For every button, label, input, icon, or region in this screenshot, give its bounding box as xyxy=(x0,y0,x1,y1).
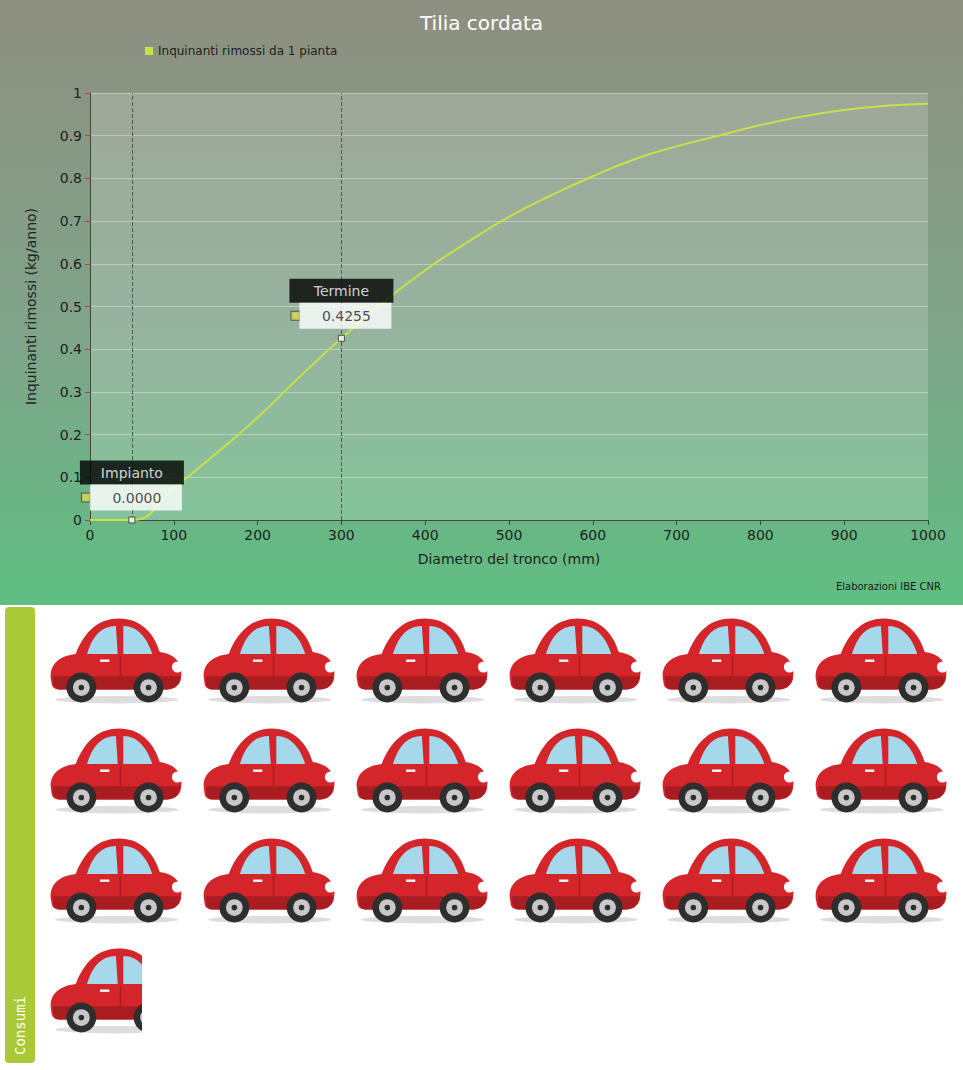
svg-text:0.4255: 0.4255 xyxy=(322,308,371,324)
svg-text:0.8: 0.8 xyxy=(60,170,82,186)
svg-text:Inquinanti rimossi (kg/anno): Inquinanti rimossi (kg/anno) xyxy=(23,208,39,405)
svg-text:0.0000: 0.0000 xyxy=(112,490,161,506)
svg-text:Consumi: Consumi xyxy=(12,996,28,1055)
svg-text:Diametro del tronco (mm): Diametro del tronco (mm) xyxy=(418,551,601,567)
svg-text:Elaborazioni IBE CNR: Elaborazioni IBE CNR xyxy=(836,581,941,592)
svg-text:400: 400 xyxy=(412,527,439,543)
svg-text:500: 500 xyxy=(496,527,523,543)
svg-text:1000: 1000 xyxy=(910,527,946,543)
svg-text:Tilia cordata: Tilia cordata xyxy=(419,11,543,35)
svg-text:900: 900 xyxy=(831,527,858,543)
svg-text:600: 600 xyxy=(579,527,606,543)
svg-text:Termine: Termine xyxy=(313,283,369,299)
svg-text:100: 100 xyxy=(160,527,187,543)
svg-text:0.4: 0.4 xyxy=(60,341,82,357)
svg-text:200: 200 xyxy=(244,527,271,543)
svg-text:0: 0 xyxy=(73,512,82,528)
svg-text:0.1: 0.1 xyxy=(60,469,82,485)
svg-text:1: 1 xyxy=(73,85,82,101)
svg-text:700: 700 xyxy=(663,527,690,543)
svg-text:0.3: 0.3 xyxy=(60,384,82,400)
svg-text:0.5: 0.5 xyxy=(60,299,82,315)
svg-text:0: 0 xyxy=(86,527,95,543)
svg-text:0.9: 0.9 xyxy=(60,128,82,144)
svg-text:0.6: 0.6 xyxy=(60,256,82,272)
svg-text:Inquinanti rimossi da 1 pianta: Inquinanti rimossi da 1 pianta xyxy=(158,44,337,58)
svg-text:Impianto: Impianto xyxy=(101,465,163,481)
svg-text:0.2: 0.2 xyxy=(60,427,82,443)
svg-text:300: 300 xyxy=(328,527,355,543)
svg-text:0.7: 0.7 xyxy=(60,213,82,229)
svg-text:800: 800 xyxy=(747,527,774,543)
